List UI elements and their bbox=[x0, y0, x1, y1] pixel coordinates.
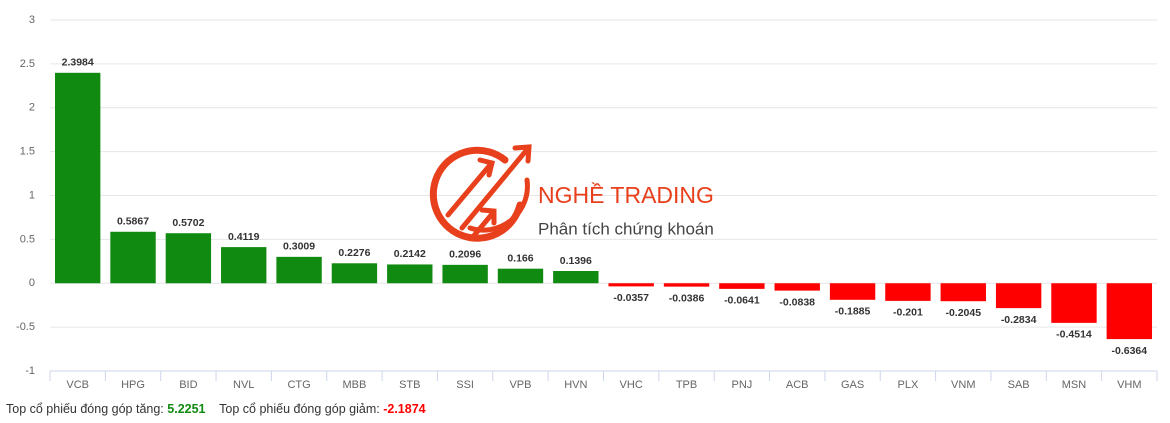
value-label: 0.2142 bbox=[394, 248, 426, 260]
watermark-logo bbox=[429, 144, 532, 242]
bar bbox=[940, 283, 986, 302]
x-tick-label: VCB bbox=[66, 379, 89, 391]
value-label: -0.0838 bbox=[779, 296, 815, 308]
x-tick-label: GAS bbox=[841, 379, 864, 391]
x-tick-label: ACB bbox=[786, 379, 809, 391]
x-tick-label: VPB bbox=[509, 379, 531, 391]
x-tick-label: HPG bbox=[121, 379, 145, 391]
bar bbox=[276, 256, 322, 284]
x-tick-label: CTG bbox=[287, 379, 310, 391]
value-label: -0.6364 bbox=[1112, 345, 1148, 357]
down-value: -2.1874 bbox=[383, 402, 426, 416]
bar bbox=[995, 283, 1042, 309]
x-tick-label: PLX bbox=[898, 379, 919, 391]
value-label: -0.201 bbox=[893, 307, 923, 319]
bar bbox=[110, 231, 156, 284]
x-tick-label: HVN bbox=[564, 379, 587, 391]
footer: Top cổ phiếu đóng góp tăng: 5.2251 Top c… bbox=[6, 402, 426, 416]
down-label: Top cổ phiếu đóng góp giảm: bbox=[219, 402, 380, 416]
bar bbox=[221, 247, 267, 284]
x-tick-label: BID bbox=[179, 379, 197, 391]
up-label: Top cổ phiếu đóng góp tăng: bbox=[6, 402, 164, 416]
value-label: -0.0641 bbox=[724, 295, 760, 307]
bar bbox=[331, 263, 378, 284]
bar bbox=[1051, 283, 1097, 323]
value-label: -0.1885 bbox=[835, 306, 871, 318]
bar bbox=[608, 283, 654, 287]
value-label: 0.4119 bbox=[228, 231, 260, 243]
y-tick-label: 0 bbox=[29, 277, 35, 289]
x-tick-label: PNJ bbox=[731, 379, 752, 391]
bar bbox=[1106, 283, 1153, 340]
bar bbox=[663, 283, 710, 287]
y-tick-label: -1 bbox=[25, 365, 35, 377]
x-tick-label: STB bbox=[399, 379, 420, 391]
x-tick-label: MBB bbox=[343, 379, 367, 391]
value-label: 0.5867 bbox=[117, 216, 149, 228]
value-label: -0.2834 bbox=[1001, 314, 1037, 326]
y-tick-label: 1.5 bbox=[20, 146, 35, 158]
bar bbox=[387, 264, 433, 284]
x-tick-label: VHM bbox=[1117, 379, 1141, 391]
value-label: 0.166 bbox=[507, 252, 533, 264]
bar bbox=[553, 271, 599, 284]
value-label: 0.3009 bbox=[283, 241, 315, 253]
y-tick-label: 3 bbox=[29, 14, 35, 26]
bar bbox=[442, 264, 488, 284]
value-label: 2.3984 bbox=[62, 57, 94, 69]
y-tick-label: 0.5 bbox=[20, 233, 35, 245]
x-tick-label: SAB bbox=[1008, 379, 1030, 391]
value-label: -0.2045 bbox=[945, 307, 981, 319]
bar bbox=[719, 283, 765, 289]
bar bbox=[829, 283, 876, 300]
x-tick-label: TPB bbox=[676, 379, 697, 391]
chart: NGHỀ TRADING Phân tích chứng khoán -1 -0.… bbox=[16, 14, 1158, 391]
value-label: 0.1396 bbox=[560, 255, 592, 267]
bar bbox=[54, 72, 101, 284]
y-tick-label: 2 bbox=[29, 102, 35, 114]
y-tick-label: 1 bbox=[29, 189, 35, 201]
bar bbox=[165, 233, 212, 284]
y-tick-label: -0.5 bbox=[16, 321, 35, 333]
x-tick-label: MSN bbox=[1062, 379, 1087, 391]
x-tick-label: NVL bbox=[233, 379, 254, 391]
value-label: 0.2276 bbox=[338, 247, 370, 259]
x-tick-label: SSI bbox=[456, 379, 474, 391]
watermark-tagline: Phân tích chứng khoán bbox=[538, 219, 714, 238]
value-label: -0.4514 bbox=[1056, 329, 1092, 341]
value-label: -0.0386 bbox=[669, 292, 705, 304]
up-value: 5.2251 bbox=[167, 402, 206, 416]
bar bbox=[497, 268, 544, 284]
x-tick-label: VNM bbox=[951, 379, 975, 391]
watermark-brand: NGHỀ TRADING bbox=[538, 181, 714, 208]
x-tick-label: VHC bbox=[620, 379, 643, 391]
bar bbox=[885, 283, 931, 301]
value-label: 0.5702 bbox=[172, 217, 204, 229]
y-tick-label: 2.5 bbox=[20, 58, 35, 70]
value-label: 0.2096 bbox=[449, 249, 481, 261]
bar bbox=[774, 283, 820, 291]
value-label: -0.0357 bbox=[613, 292, 649, 304]
